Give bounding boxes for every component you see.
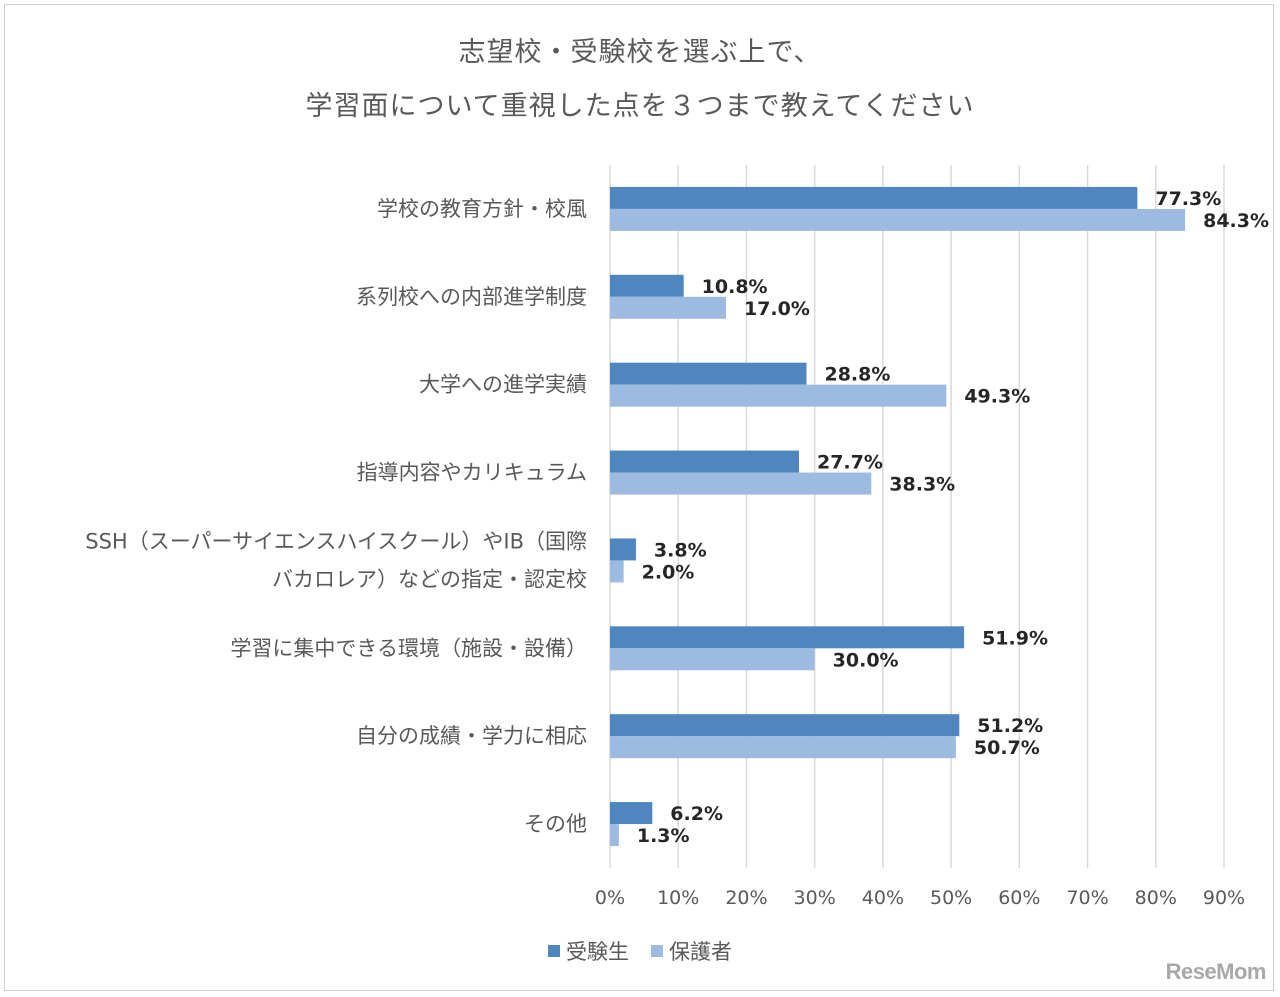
bar-series1: [610, 362, 807, 385]
legend-swatch-series1: [548, 945, 560, 957]
x-tick-label: 60%: [998, 887, 1040, 909]
data-label: 6.2%: [670, 803, 723, 825]
category-label: バカロレア）などの指定・認定校: [272, 567, 587, 591]
x-tick-label: 10%: [657, 887, 699, 909]
category-label: 大学への進学実績: [419, 373, 587, 397]
category-label: SSH（スーパーサイエンスハイスクール）やIB（国際: [85, 529, 587, 553]
legend-item-series1: 受験生: [548, 936, 629, 966]
x-tick-label: 40%: [862, 887, 904, 909]
category-label: 学校の教育方針・校風: [377, 197, 587, 221]
category-label: 自分の成績・学力に相応: [356, 724, 587, 748]
data-label: 84.3%: [1203, 210, 1269, 232]
bar-series1: [610, 186, 1138, 209]
bar-series1: [610, 274, 684, 297]
data-label: 49.3%: [964, 386, 1030, 408]
data-label: 17.0%: [744, 298, 810, 320]
data-label: 50.7%: [974, 737, 1040, 759]
x-tick-label: 50%: [930, 887, 972, 909]
data-label: 1.3%: [637, 825, 690, 847]
legend-item-series2: 保護者: [651, 936, 732, 966]
data-label: 51.2%: [977, 715, 1043, 737]
bar-series1: [610, 538, 636, 561]
chart-title-line-2: 学習面について重視した点を３つまで教えてください: [305, 91, 975, 122]
data-label: 30.0%: [833, 649, 899, 671]
data-label: 27.7%: [817, 452, 883, 474]
chart-legend: 受験生 保護者: [0, 936, 1280, 966]
bar-series1: [610, 626, 965, 649]
legend-label-series1: 受験生: [566, 940, 629, 964]
x-tick-label: 20%: [725, 887, 767, 909]
bar-series1: [610, 714, 960, 737]
category-label: 系列校への内部進学制度: [356, 285, 587, 309]
bar-series2: [610, 560, 624, 583]
data-label: 10.8%: [702, 276, 768, 298]
legend-swatch-series2: [651, 945, 663, 957]
bar-series1: [610, 450, 799, 473]
x-tick-label: 70%: [1066, 887, 1108, 909]
x-tick-label: 30%: [794, 887, 836, 909]
data-label: 3.8%: [654, 539, 707, 561]
bar-series1: [610, 802, 653, 825]
x-tick-label: 0%: [595, 887, 625, 909]
data-label: 2.0%: [642, 561, 695, 583]
data-label: 38.3%: [889, 474, 955, 496]
bar-series2: [610, 648, 815, 671]
resemom-logo: ReseMom: [1165, 959, 1267, 984]
bar-series2: [610, 472, 872, 495]
category-label: 学習に集中できる環境（施設・設備）: [230, 636, 587, 660]
data-label: 51.9%: [982, 627, 1048, 649]
chart-frame: [4, 4, 1274, 991]
bar-series2: [610, 384, 947, 407]
x-tick-label: 80%: [1135, 887, 1177, 909]
legend-label-series2: 保護者: [669, 940, 732, 964]
bar-series2: [610, 296, 726, 319]
category-label: その他: [524, 812, 587, 836]
category-label: 指導内容やカリキュラム: [357, 461, 587, 485]
chart-title-line-1: 志望校・受験校を選ぶ上で、: [458, 37, 822, 68]
bar-series2: [610, 208, 1186, 231]
bar-series2: [610, 824, 619, 847]
x-tick-label: 90%: [1203, 887, 1245, 909]
data-label: 28.8%: [824, 364, 890, 386]
bar-series2: [610, 736, 956, 759]
data-label: 77.3%: [1155, 188, 1221, 210]
